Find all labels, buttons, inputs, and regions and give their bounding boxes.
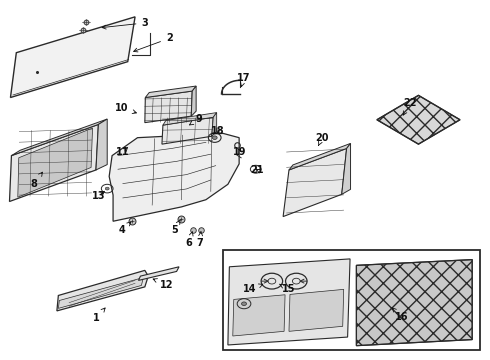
Polygon shape <box>191 86 196 116</box>
Text: 22: 22 <box>403 98 417 115</box>
Text: 21: 21 <box>250 165 264 175</box>
Text: 9: 9 <box>190 114 202 125</box>
Text: 20: 20 <box>316 133 329 145</box>
Polygon shape <box>289 289 343 331</box>
Text: 15: 15 <box>279 284 296 294</box>
Polygon shape <box>109 134 239 221</box>
Polygon shape <box>18 128 93 197</box>
Text: 18: 18 <box>211 126 225 135</box>
Polygon shape <box>145 91 192 123</box>
Text: 16: 16 <box>392 308 408 322</box>
Circle shape <box>212 136 217 139</box>
Text: 13: 13 <box>92 191 105 201</box>
Text: 6: 6 <box>185 232 193 248</box>
Circle shape <box>242 302 246 306</box>
Polygon shape <box>289 143 350 170</box>
Text: 3: 3 <box>102 18 148 29</box>
Text: 5: 5 <box>171 220 180 235</box>
Polygon shape <box>163 113 217 125</box>
Polygon shape <box>146 86 196 98</box>
Polygon shape <box>283 148 346 217</box>
Text: 17: 17 <box>237 73 251 87</box>
Polygon shape <box>162 117 213 144</box>
Text: 8: 8 <box>30 172 43 189</box>
Text: 2: 2 <box>134 33 172 52</box>
Text: 1: 1 <box>93 308 105 323</box>
Polygon shape <box>233 295 285 336</box>
Polygon shape <box>228 259 350 345</box>
Polygon shape <box>10 17 135 98</box>
Polygon shape <box>377 95 460 144</box>
Polygon shape <box>96 119 107 170</box>
Text: 4: 4 <box>119 222 131 235</box>
Polygon shape <box>212 113 217 136</box>
Bar <box>223 250 480 350</box>
Polygon shape <box>342 143 350 194</box>
Polygon shape <box>57 270 148 311</box>
Polygon shape <box>58 278 144 309</box>
Text: 10: 10 <box>115 103 136 113</box>
Text: 7: 7 <box>196 232 203 248</box>
Circle shape <box>105 187 109 190</box>
Text: 14: 14 <box>243 284 263 294</box>
Text: 19: 19 <box>233 147 247 157</box>
Polygon shape <box>139 267 179 280</box>
Polygon shape <box>11 119 107 156</box>
Polygon shape <box>356 260 472 346</box>
Polygon shape <box>9 125 98 202</box>
Text: 11: 11 <box>116 147 129 157</box>
Text: 12: 12 <box>153 279 173 290</box>
